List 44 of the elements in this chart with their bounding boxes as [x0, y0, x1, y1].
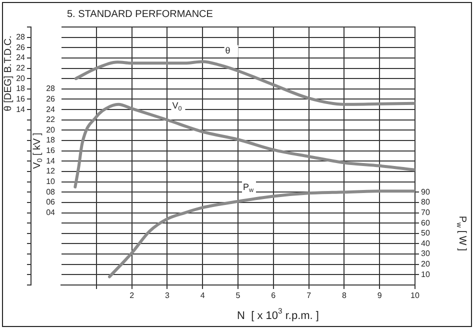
- y2-tick-label: 22: [46, 115, 56, 124]
- x-tick-label: 2: [130, 291, 135, 300]
- line-series: [74, 102, 415, 188]
- y3-tick-label: 20: [421, 260, 430, 269]
- y2-tick-label: 18: [46, 136, 56, 145]
- y2-tick-label: 26: [46, 94, 56, 104]
- y-axis-title: θ [DEG] B.T.D.C.: [2, 36, 14, 112]
- y-tick-label: 28: [16, 32, 26, 42]
- y-tick-label: 18: [16, 84, 26, 94]
- x-tick-label: 3: [164, 291, 170, 300]
- y-tick-label: 22: [16, 63, 26, 72]
- x-tick-label: 5: [236, 291, 241, 300]
- y3-tick-label: 80: [421, 198, 430, 207]
- y3-tick-label: 90: [421, 187, 430, 196]
- x-tick-label: 7: [306, 291, 312, 300]
- series-label: θ: [225, 46, 230, 56]
- y3-tick-label: 60: [421, 218, 430, 228]
- y3-tick-label: 10: [421, 270, 430, 279]
- y3-tick-label: 40: [421, 238, 430, 248]
- y-tick-label: 24: [16, 53, 26, 62]
- y2-tick-label: 04: [46, 208, 56, 217]
- chart-title: 5. STANDARD PERFORMANCE: [67, 8, 214, 20]
- y2-tick-label: 08: [46, 187, 56, 196]
- y-tick-label: 20: [16, 74, 26, 83]
- y2-tick-label: 24: [46, 104, 56, 114]
- line-series: [108, 190, 415, 278]
- y-tick-label: 16: [16, 94, 26, 104]
- x-tick-label: 6: [271, 291, 276, 300]
- y2-tick-label: 28: [46, 84, 56, 94]
- y3-tick-label: 50: [421, 228, 430, 238]
- y-tick-label: 26: [16, 42, 26, 52]
- y2-tick-label: 20: [46, 125, 56, 134]
- y-tick-label: 14: [16, 104, 26, 114]
- x-tick-label: 8: [342, 291, 347, 300]
- y2-tick-label: 10: [46, 177, 56, 186]
- y3-tick-label: 30: [421, 249, 430, 258]
- x-tick-label: 10: [410, 291, 420, 300]
- y2-tick-label: 14: [46, 156, 56, 166]
- y2-tick-label: 16: [46, 146, 56, 156]
- x-tick-label: 4: [200, 291, 206, 300]
- y2-tick-label: 12: [46, 166, 56, 176]
- x-tick-label: 9: [377, 291, 382, 300]
- y3-tick-label: 70: [421, 208, 430, 217]
- y2-tick-label: 06: [46, 198, 56, 207]
